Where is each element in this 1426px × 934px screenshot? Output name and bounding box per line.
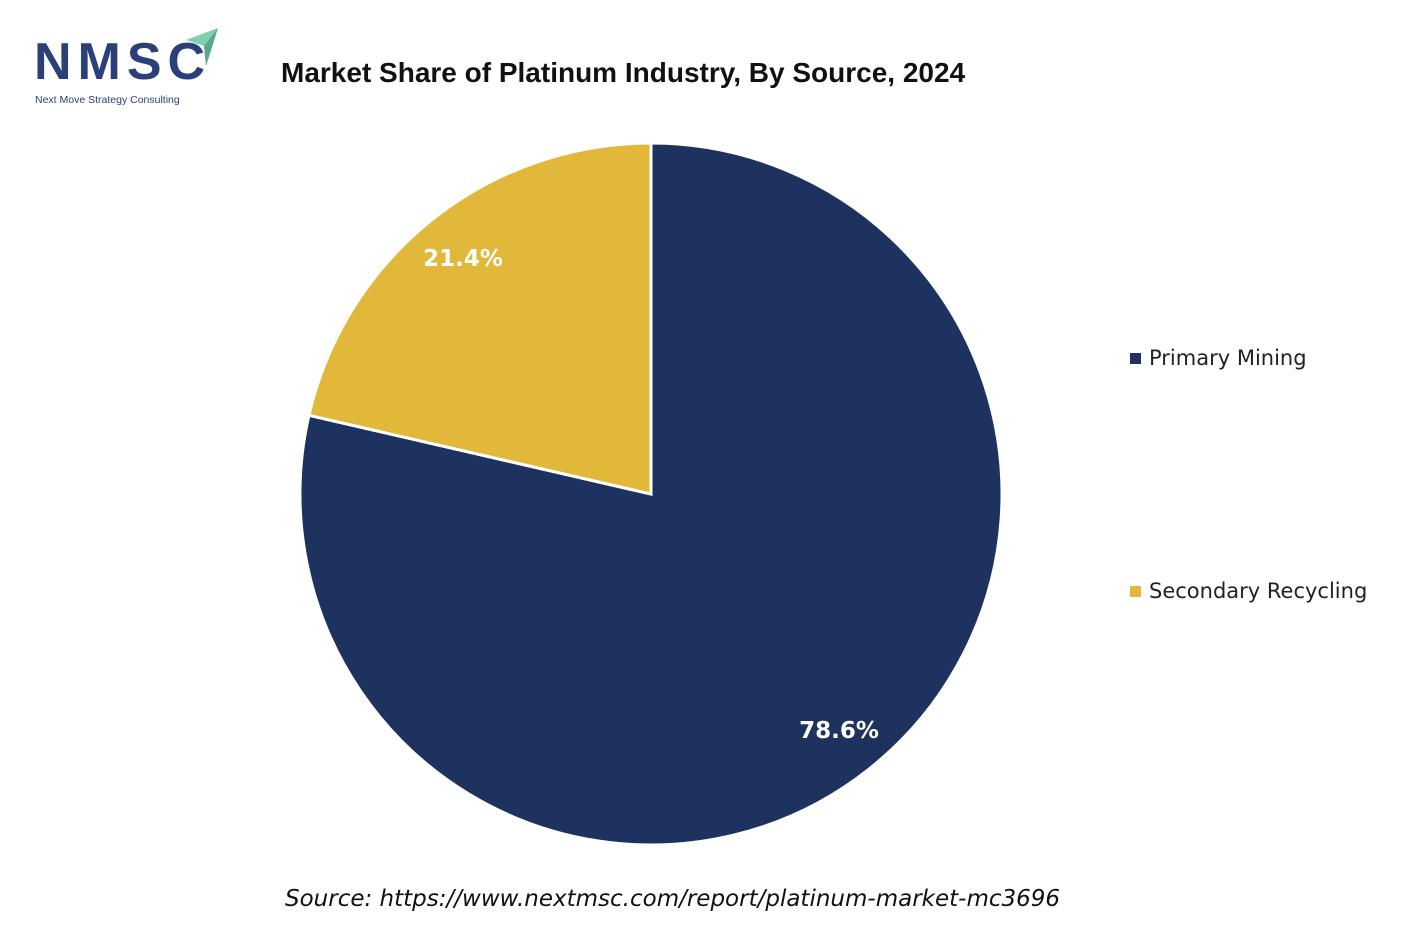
nmsc-logo: NMSC Next Move Strategy Consulting	[34, 28, 224, 108]
arrow-icon	[186, 28, 218, 66]
legend-item-primary-mining: Primary Mining	[1130, 346, 1307, 370]
pie-slice-secondary-recycling	[307, 141, 653, 496]
legend-item-secondary-recycling: Secondary Recycling	[1130, 579, 1367, 603]
data-label: 21.4%	[423, 246, 503, 272]
chart-title: Market Share of Platinum Industry, By So…	[281, 57, 966, 88]
pie-slice-primary-mining	[298, 141, 1004, 847]
data-label: 78.6%	[799, 718, 879, 744]
legend-label: Secondary Recycling	[1149, 579, 1368, 603]
logo-text: NMSC	[34, 33, 212, 91]
source-note: Source: https://www.nextmsc.com/report/p…	[285, 886, 1061, 912]
legend-swatch	[1130, 585, 1141, 597]
legend-label: Primary Mining	[1149, 346, 1307, 370]
logo-subtitle: Next Move Strategy Consulting	[35, 94, 180, 106]
legend-swatch	[1130, 352, 1141, 364]
